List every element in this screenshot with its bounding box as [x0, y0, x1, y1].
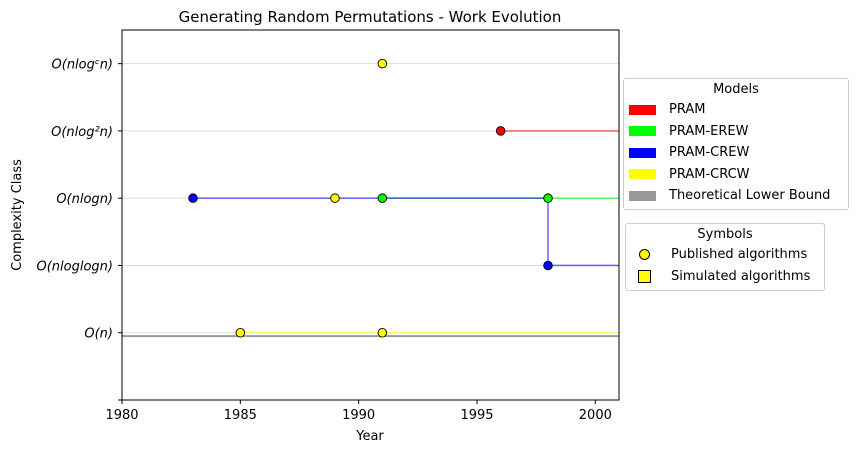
legend-models-item: PRAM-CREW [624, 142, 848, 164]
legend-models-item: PRAM-EREW [624, 121, 848, 143]
legend-symbols: Symbols Published algorithms Simulated al… [625, 223, 825, 291]
data-point [235, 327, 246, 338]
legend-swatch [629, 147, 656, 158]
legend-swatch [629, 126, 656, 137]
data-point [377, 327, 388, 338]
legend-label: Theoretical Lower Bound [669, 188, 831, 204]
legend-swatch [629, 104, 656, 115]
y-tick-label: O(nlog²n) [51, 125, 113, 140]
x-tick-label: 2000 [579, 408, 612, 423]
data-point [330, 193, 340, 203]
data-point [188, 193, 198, 203]
data-point [543, 193, 553, 203]
legend-label: Simulated algorithms [671, 268, 811, 284]
legend-symbols-item: Published algorithms [626, 244, 824, 266]
x-tick-label: 1985 [224, 408, 257, 423]
legend-swatch [629, 169, 656, 180]
circle-marker-icon [631, 249, 658, 261]
y-axis-ticks: O(n) O(nloglogn) O(nlogn) O(nlog²n) O(nlogᶜn… [37, 58, 122, 401]
legend-label: PRAM-CREW [669, 145, 750, 161]
series-lines [122, 130, 619, 338]
legend-models: Models PRAM PRAM-EREW PRAM-CREW PRAM-CRCW Th… [623, 78, 849, 210]
y-tick-label: O(nloglogn) [37, 259, 114, 274]
legend-symbols-item: Simulated algorithms [626, 266, 824, 288]
y-axis-label: Complexity Class [10, 159, 25, 271]
y-tick-label: O(nlogᶜn) [52, 58, 113, 73]
series-line [193, 197, 619, 267]
data-point [377, 193, 388, 203]
x-axis-ticks: 1980 1985 1990 1995 2000 [105, 400, 612, 423]
legend-label: PRAM-CRCW [669, 166, 750, 182]
y-tick-label: O(nlogn) [56, 192, 113, 207]
data-point [495, 126, 506, 136]
legend-models-item: PRAM [624, 99, 848, 121]
legend-swatch [629, 190, 656, 201]
plot-frame [121, 29, 620, 401]
legend-models-title: Models [713, 82, 759, 97]
legend-label: PRAM-EREW [669, 123, 749, 139]
legend-label: Published algorithms [671, 247, 808, 263]
legend-models-item: PRAM-CRCW [624, 164, 848, 186]
x-tick-label: 1990 [342, 408, 375, 423]
square-marker-icon [631, 269, 658, 283]
legend-symbols-title: Symbols [697, 227, 753, 242]
x-tick-label: 1980 [105, 408, 138, 423]
data-point [543, 260, 553, 271]
legend-label: PRAM [669, 102, 706, 118]
data-points [188, 58, 553, 338]
y-tick-label: O(n) [84, 327, 113, 342]
x-axis-label: Year [355, 429, 384, 444]
chart-title: Generating Random Permutations - Work Ev… [179, 8, 562, 26]
legend-models-item: Theoretical Lower Bound [624, 185, 848, 207]
x-tick-label: 1995 [460, 408, 493, 423]
data-point [377, 58, 388, 69]
